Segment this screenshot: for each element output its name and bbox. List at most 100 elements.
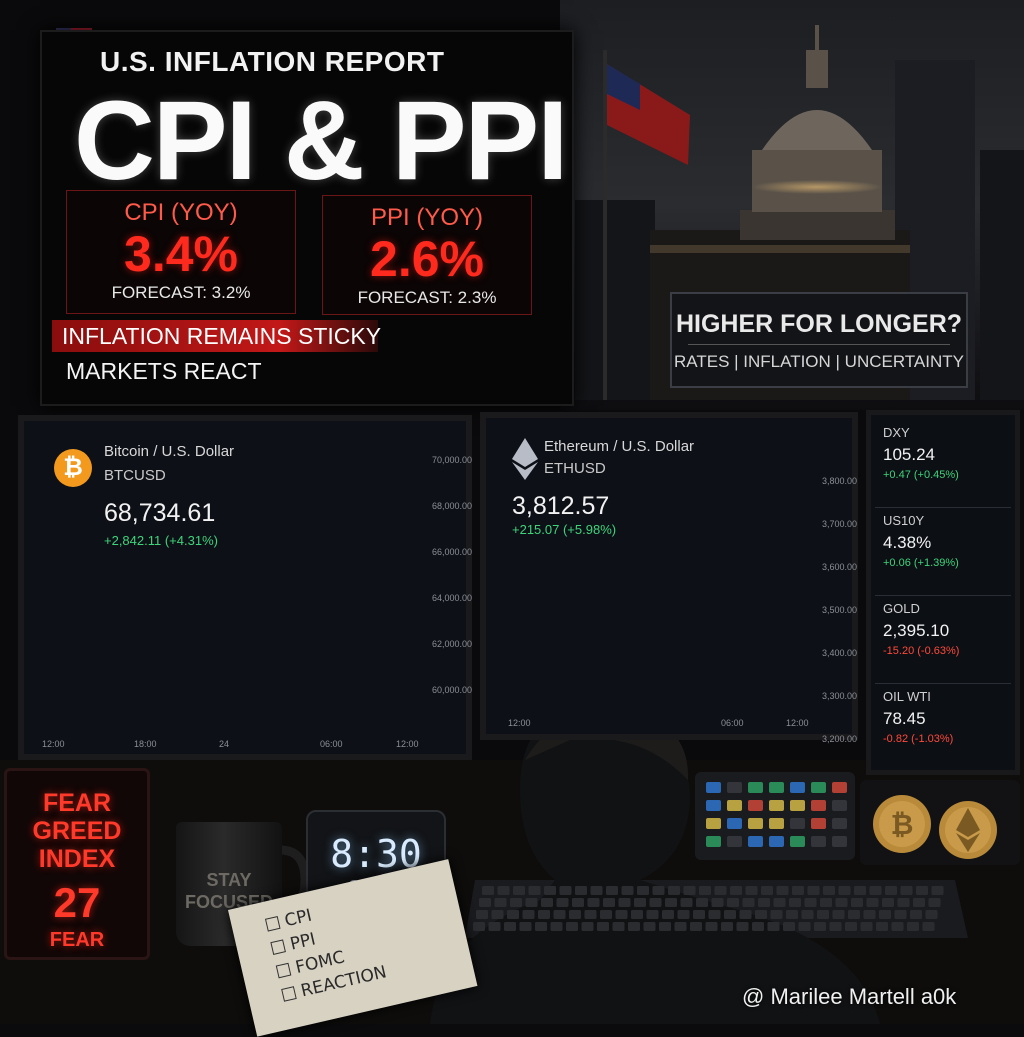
key: [790, 818, 805, 829]
coins: ₿: [860, 780, 1020, 865]
key: [556, 898, 569, 907]
y-tick-label: 68,000.00: [432, 501, 473, 511]
key: [584, 910, 597, 919]
watch-price: 2,395.10: [883, 621, 950, 640]
key: [925, 910, 938, 919]
y-tick-label: 3,300.00: [822, 691, 858, 701]
key: [916, 886, 928, 895]
key: [727, 782, 742, 793]
pair-name: Bitcoin / U.S. Dollar: [104, 443, 235, 460]
key: [727, 818, 742, 829]
us-flag-pole: [603, 50, 690, 400]
card-value: 2.6%: [370, 231, 484, 287]
key: [612, 922, 625, 931]
key: [522, 910, 535, 919]
key: [773, 898, 786, 907]
key: [851, 898, 863, 907]
key: [790, 782, 805, 793]
key: [525, 898, 538, 907]
eth-icon: [512, 438, 538, 480]
report-title: U.S. INFLATION REPORT: [100, 46, 445, 77]
watch-change: -15.20 (-0.63%): [883, 645, 960, 657]
key: [835, 898, 848, 907]
card-forecast: FORECAST: 2.3%: [357, 288, 497, 307]
key: [473, 922, 485, 931]
index-status: FEAR: [49, 929, 105, 951]
watch-price: 78.45: [883, 709, 926, 728]
x-tick-label: 12:00: [396, 739, 419, 749]
key: [519, 922, 532, 931]
index-label: INDEX: [38, 845, 116, 873]
key: [724, 910, 736, 919]
key: [848, 910, 860, 919]
key: [790, 836, 805, 847]
pair-symbol: BTCUSD: [104, 467, 166, 484]
key: [488, 922, 501, 931]
key: [690, 922, 702, 931]
y-tick-label: 3,500.00: [822, 605, 858, 615]
key: [811, 800, 826, 811]
key: [854, 886, 866, 895]
banner: INFLATION REMAINS STICKY: [52, 320, 381, 352]
pair-change: +2,842.11 (+4.31%): [104, 533, 218, 548]
key: [662, 910, 674, 919]
key: [683, 886, 696, 895]
card-label: CPI (YOY): [124, 199, 238, 226]
pair-change: +215.07 (+5.98%): [512, 522, 617, 537]
key: [628, 922, 640, 931]
key: [860, 922, 873, 931]
key: [776, 886, 789, 895]
key: [748, 836, 763, 847]
divider: [688, 344, 950, 345]
key: [769, 782, 784, 793]
key: [761, 886, 773, 895]
y-tick-label: 3,800.00: [822, 476, 858, 486]
pair-symbol: ETHUSD: [544, 460, 606, 477]
divider: [875, 595, 1011, 596]
key: [569, 910, 581, 919]
key: [769, 836, 784, 847]
key: [727, 800, 742, 811]
pair-price: 3,812.57: [512, 492, 610, 520]
y-tick-label: 3,700.00: [822, 519, 858, 529]
key: [566, 922, 578, 931]
headline: CPI & PPI: [74, 78, 568, 203]
key: [674, 922, 687, 931]
banner: MARKETS REACT: [66, 358, 262, 384]
x-tick-label: 24: [219, 739, 230, 749]
key: [745, 886, 758, 895]
key: [798, 922, 811, 931]
key: [634, 898, 646, 907]
key: [643, 922, 656, 931]
key: [894, 910, 907, 919]
key: [913, 898, 925, 907]
key: [706, 782, 721, 793]
watch-symbol: DXY: [883, 425, 910, 440]
key: [535, 922, 547, 931]
key: [823, 886, 835, 895]
y-tick-label: 3,200.00: [822, 734, 858, 744]
key: [748, 800, 763, 811]
key: [659, 922, 671, 931]
key: [820, 898, 832, 907]
key: [665, 898, 677, 907]
key: [790, 800, 805, 811]
watchlist: DXY 105.24 +0.47 (+0.45%) US10Y 4.38% +0.06 (…: [866, 410, 1020, 775]
key: [879, 910, 891, 919]
ppi-card: PPI (YOY) 2.6% FORECAST: 2.3%: [322, 195, 532, 315]
key: [476, 910, 488, 919]
key: [866, 898, 879, 907]
btc-icon: ₿: [54, 449, 92, 487]
index-value: 27: [53, 879, 101, 926]
mug-text: STAY: [206, 870, 252, 890]
key: [832, 836, 847, 847]
key: [680, 898, 693, 907]
key: [706, 800, 721, 811]
key: [482, 886, 494, 895]
watch-symbol: US10Y: [883, 513, 925, 528]
x-tick-label: 06:00: [320, 739, 343, 749]
key: [814, 922, 826, 931]
key: [832, 818, 847, 829]
capitol: [650, 25, 910, 253]
